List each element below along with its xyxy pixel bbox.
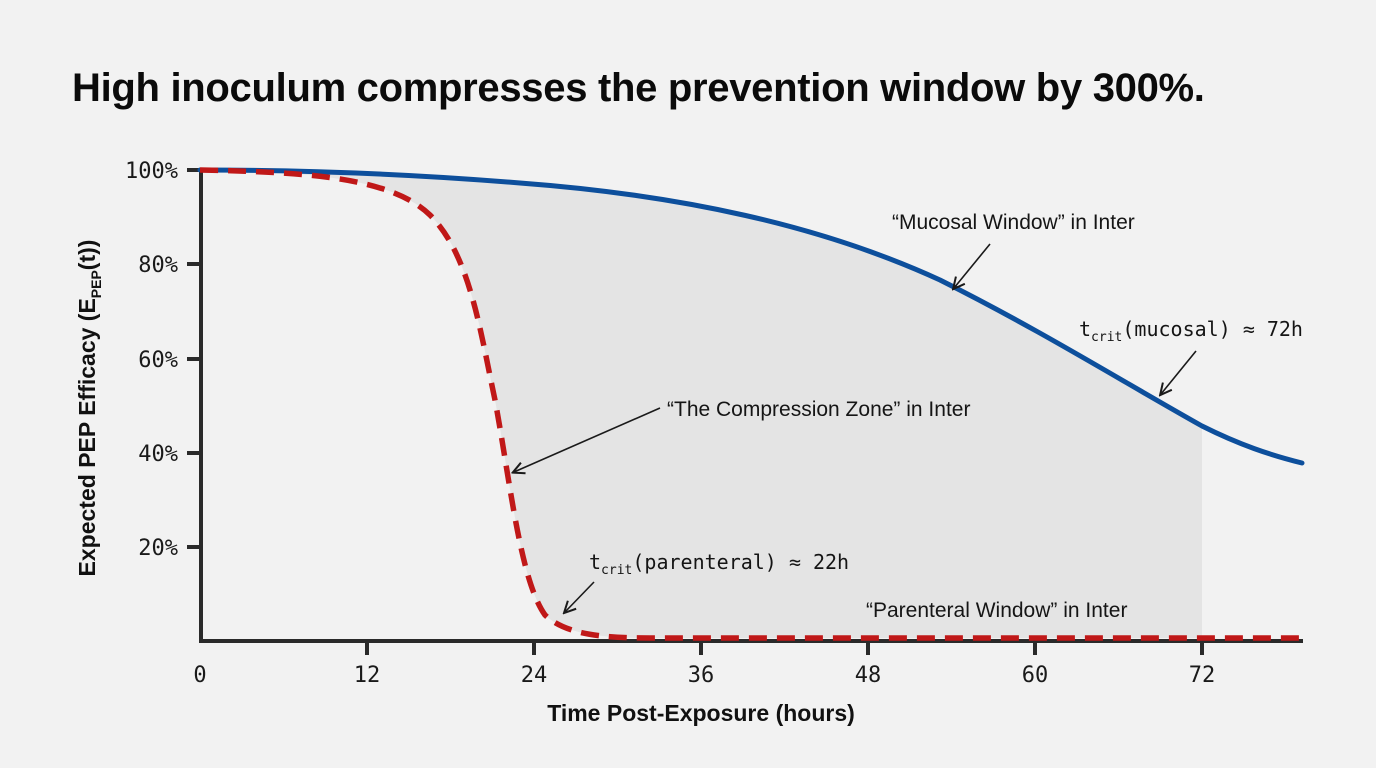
arrow-icon: [1161, 350, 1197, 394]
mucosal-window-label: “Mucosal Window” in Inter: [892, 211, 1135, 234]
tcrit-mucosal-label: tcrit(mucosal) ≈ 72h: [1079, 317, 1303, 345]
arrow-icon: [954, 243, 991, 288]
x-tick-label: 48: [855, 663, 882, 688]
annotations: “Mucosal Window” in Inter “The Compressi…: [667, 211, 1135, 622]
x-tick-label: 12: [354, 663, 381, 688]
y-ticks: [187, 168, 201, 549]
y-tick-label: 60%: [138, 348, 178, 373]
y-tick-label: 40%: [138, 442, 178, 467]
x-ticks: [365, 641, 1204, 655]
x-tick-label: 24: [521, 663, 548, 688]
x-tick-label: 0: [193, 663, 206, 688]
parenteral-window-label: “Parenteral Window” in Inter: [866, 599, 1127, 622]
chart-title: High inoculum compresses the prevention …: [72, 66, 1205, 110]
y-tick-label: 80%: [138, 253, 178, 278]
x-tick-labels: 0 12 24 36 48 60 72: [193, 663, 1215, 688]
x-tick-label: 36: [688, 663, 715, 688]
x-axis-label: Time Post-Exposure (hours): [547, 700, 855, 726]
arrow-icon: [565, 581, 595, 612]
x-tick-label: 72: [1189, 663, 1216, 688]
y-tick-label: 20%: [138, 536, 178, 561]
mucosal-curve: [197, 167, 1305, 466]
tcrit-annotations: tcrit(mucosal) ≈ 72h tcrit(parenteral) ≈…: [589, 317, 1303, 578]
arrow-icon: [514, 407, 661, 472]
y-axis-label: Expected PEP Efficacy (EPEP(t)): [74, 240, 104, 577]
y-tick-labels: 100% 80% 60% 40% 20%: [125, 159, 178, 561]
x-tick-label: 60: [1022, 663, 1049, 688]
annotation-arrows: [514, 243, 1197, 612]
compression-zone-label: “The Compression Zone” in Inter: [667, 398, 970, 421]
parenteral-curve: [199, 167, 1302, 641]
tcrit-parenteral-label: tcrit(parenteral) ≈ 22h: [589, 550, 849, 578]
y-tick-label: 100%: [125, 159, 178, 184]
